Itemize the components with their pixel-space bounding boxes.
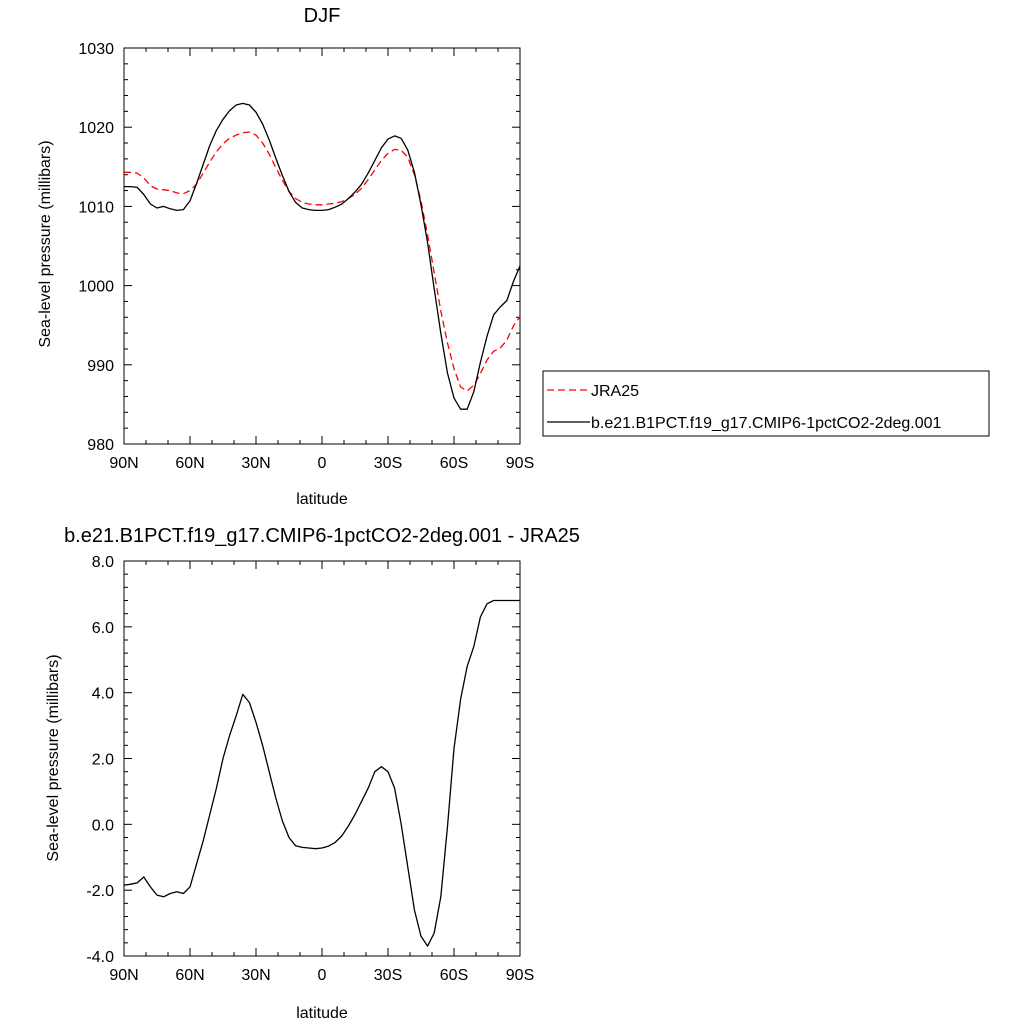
chart-title: DJF xyxy=(304,5,341,27)
plot-area: 90N 60N 30N 0 30S 60S 90S -4.0 -2.0 0.0 2.0 4.0 6.0 8… xyxy=(86,554,534,984)
panel-difference: b.e21.B1PCT.f19_g17.CMIP6-1pctCO2-2deg.0… xyxy=(45,525,580,1022)
y-tick-label: 1020 xyxy=(78,120,114,137)
y-tick-label: 0.0 xyxy=(92,817,114,834)
x-tick-label: 60S xyxy=(440,967,468,984)
series-line-0 xyxy=(123,599,520,947)
x-tick-label: 90S xyxy=(506,455,534,472)
x-tick-label: 60N xyxy=(175,455,204,472)
x-tick-label: 90N xyxy=(109,967,138,984)
plot-area: 90N 60N 30N 0 30S 60S 90S 980 990 1000 1010 1020 103… xyxy=(78,41,534,472)
legend-box xyxy=(542,370,990,437)
y-tick-label: 4.0 xyxy=(92,686,114,703)
x-axis-label: latitude xyxy=(296,491,348,508)
plot-frame xyxy=(123,560,521,957)
panel-djf: DJF Sea-level pressure (millibars) latit… xyxy=(37,5,990,508)
x-tick-label: 60N xyxy=(175,967,204,984)
x-tick-label: 90N xyxy=(109,455,138,472)
y-tick-label: 8.0 xyxy=(92,554,114,571)
y-axis-label: Sea-level pressure (millibars) xyxy=(37,140,54,347)
y-axis-label: Sea-level pressure (millibars) xyxy=(45,654,62,861)
series-line-1 xyxy=(124,102,521,410)
x-tick-label: 0 xyxy=(318,967,327,984)
y-tick-label: 1010 xyxy=(78,199,114,216)
x-tick-label: 90S xyxy=(506,967,534,984)
plot-frame xyxy=(123,47,521,445)
x-tick-label: 60S xyxy=(440,455,468,472)
y-tick-label: -4.0 xyxy=(86,949,114,966)
legend-entry-0: JRA25 xyxy=(591,383,639,400)
chart-title: b.e21.B1PCT.f19_g17.CMIP6-1pctCO2-2deg.0… xyxy=(64,525,580,547)
y-tick-label: 990 xyxy=(87,358,114,375)
y-tick-label: -2.0 xyxy=(86,883,114,900)
x-tick-label: 30N xyxy=(241,455,270,472)
x-tick-label: 30S xyxy=(374,967,402,984)
legend: JRA25 b.e21.B1PCT.f19_g17.CMIP6-1pctCO2-2… xyxy=(542,370,990,437)
y-tick-label: 1030 xyxy=(78,41,114,58)
x-tick-label: 0 xyxy=(318,455,327,472)
y-tick-label: 2.0 xyxy=(92,752,114,769)
legend-entry-1: b.e21.B1PCT.f19_g17.CMIP6-1pctCO2-2deg.0… xyxy=(591,415,942,432)
series-line-0 xyxy=(124,131,521,392)
y-tick-label: 980 xyxy=(87,437,114,454)
x-tick-label: 30N xyxy=(241,967,270,984)
x-tick-label: 30S xyxy=(374,455,402,472)
x-axis-label: latitude xyxy=(296,1005,348,1022)
y-tick-label: 1000 xyxy=(78,279,114,296)
y-tick-label: 6.0 xyxy=(92,620,114,637)
